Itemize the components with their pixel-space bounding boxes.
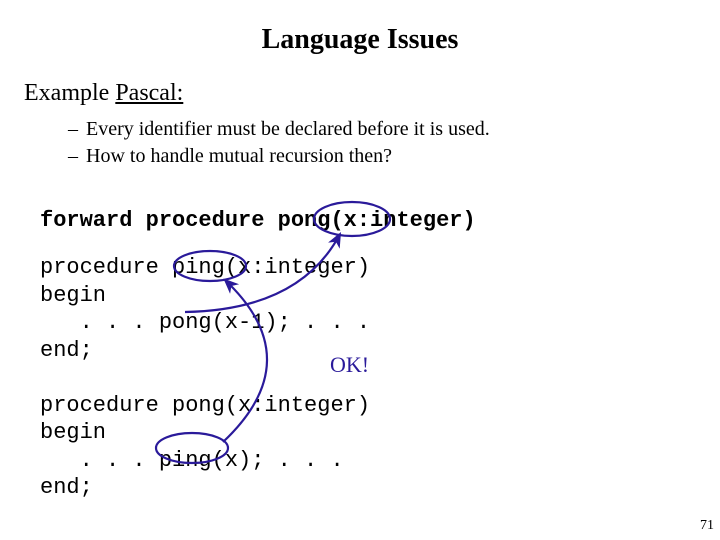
bullet-dash: –	[68, 116, 86, 143]
subtitle-underlined: Pascal:	[115, 80, 183, 106]
bullet-item: –How to handle mutual recursion then?	[68, 143, 490, 170]
code-forward-decl: forward procedure pong(x:integer)	[40, 208, 476, 233]
code-line: end;	[40, 475, 93, 500]
code-line: procedure pong(x:integer)	[40, 393, 370, 418]
bullet-list: –Every identifier must be declared befor…	[68, 116, 490, 170]
page-number: 71	[700, 518, 714, 534]
code-block: procedure ping(x:integer) begin . . . po…	[40, 254, 370, 502]
code-line: . . . ping(x); . . .	[40, 448, 344, 473]
code-line: procedure ping(x:integer)	[40, 255, 370, 280]
bullet-text: Every identifier must be declared before…	[86, 118, 490, 140]
code-line: begin	[40, 283, 106, 308]
bullet-item: –Every identifier must be declared befor…	[68, 116, 490, 143]
code-line: end;	[40, 338, 93, 363]
code-line: begin	[40, 420, 106, 445]
bullet-dash: –	[68, 143, 86, 170]
ok-annotation: OK!	[330, 352, 369, 378]
subtitle: Example Pascal:	[24, 80, 183, 107]
code-line: . . . pong(x-1); . . .	[40, 310, 370, 335]
slide-title: Language Issues	[0, 24, 720, 56]
subtitle-plain: Example	[24, 80, 115, 106]
slide: { "title": "Language Issues", "subtitle_…	[0, 0, 720, 540]
bullet-text: How to handle mutual recursion then?	[86, 145, 392, 167]
